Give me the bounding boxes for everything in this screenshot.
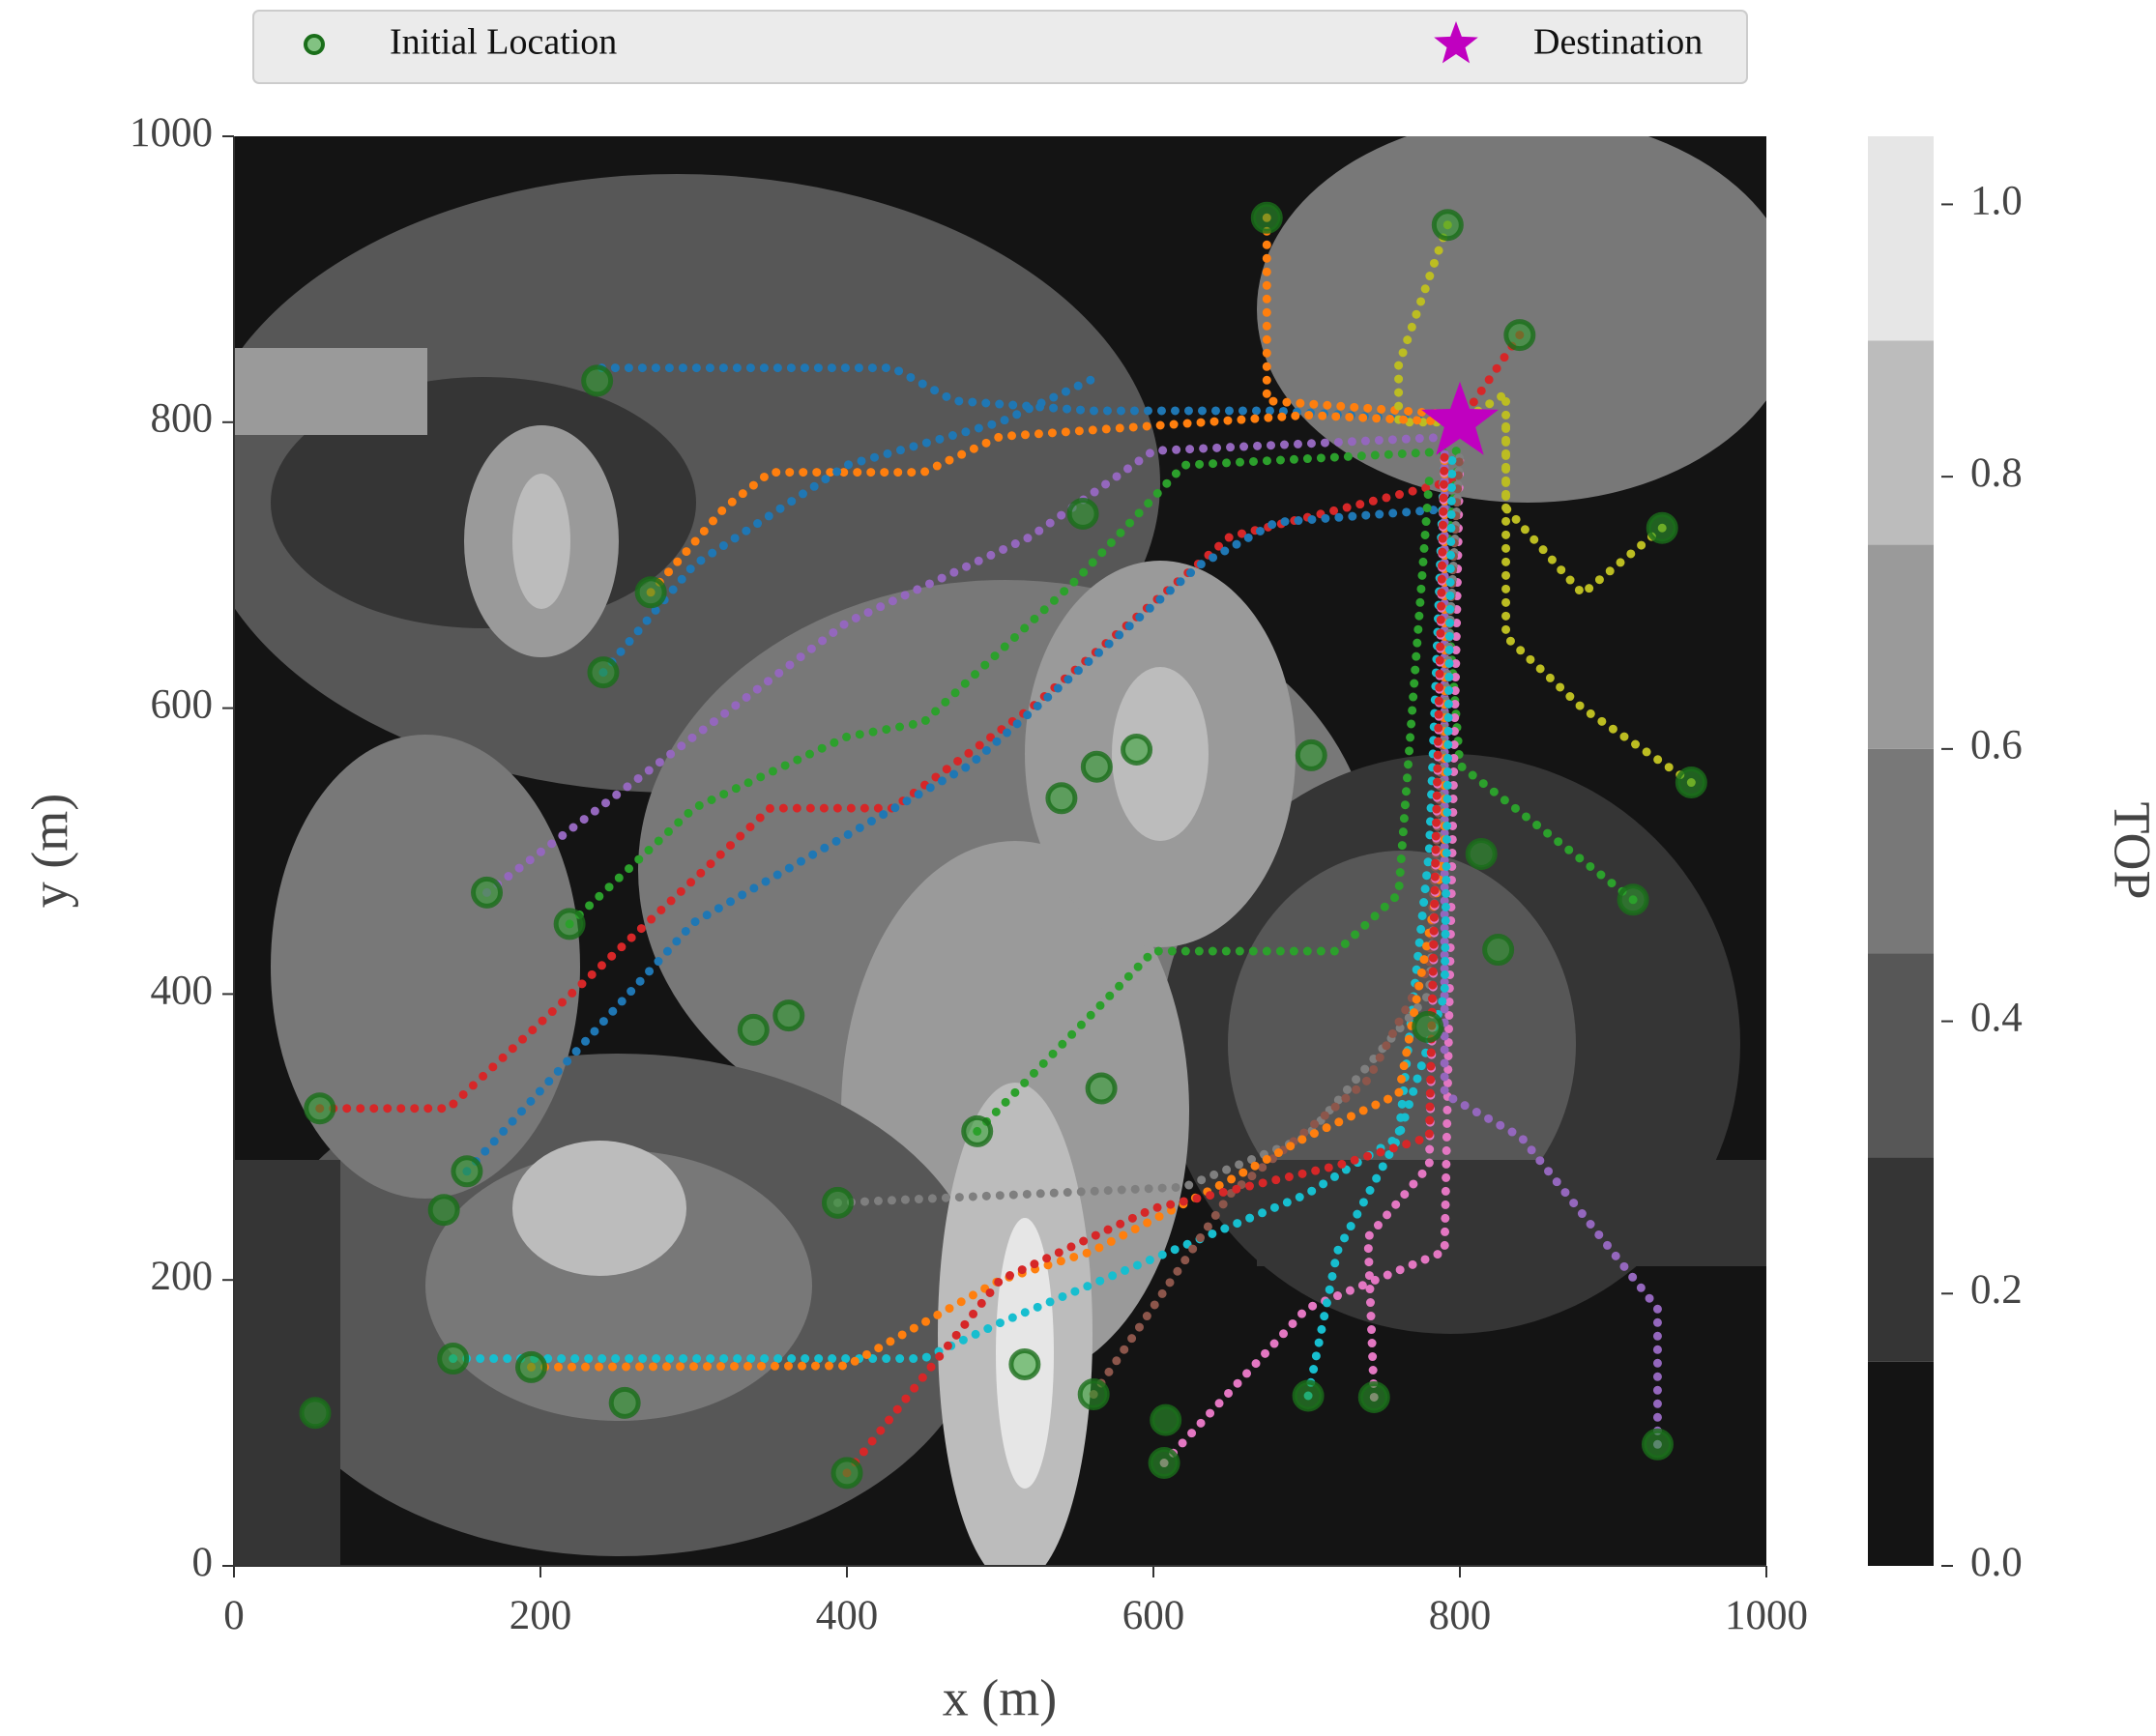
initial-location xyxy=(1085,1072,1118,1105)
initial-location xyxy=(1431,209,1464,242)
initial-location xyxy=(514,1350,547,1383)
initial-location xyxy=(1646,511,1678,544)
legend-marker xyxy=(304,34,325,55)
trajectory xyxy=(1455,331,1525,427)
colorbar-band xyxy=(1868,1157,1934,1362)
initial-location xyxy=(1008,1347,1041,1380)
initial-location xyxy=(451,1155,483,1188)
trajectory xyxy=(1159,446,1465,1468)
colorbar-tick-label: 0.6 xyxy=(1970,723,2023,768)
initial-location xyxy=(1295,738,1327,771)
trajectory xyxy=(1394,220,1465,427)
initial-location xyxy=(608,1386,641,1419)
legend-label: Destination xyxy=(1533,22,1703,63)
colorbar-band xyxy=(1868,544,1934,749)
trajectory xyxy=(1262,213,1465,420)
trajectory xyxy=(1303,446,1457,1401)
x-tick-label: 200 xyxy=(510,1593,572,1638)
trajectory xyxy=(973,475,1434,1136)
initial-location xyxy=(1066,497,1099,530)
initial-location xyxy=(1292,1379,1325,1412)
contour-background xyxy=(234,136,1766,1566)
colorbar-label: TOP xyxy=(2104,801,2156,899)
y-tick-label: 0 xyxy=(192,1540,214,1585)
initial-location xyxy=(634,576,667,609)
initial-location xyxy=(427,1194,460,1227)
colorbar-band xyxy=(1868,1361,1934,1566)
initial-location xyxy=(737,1013,770,1046)
trajectory xyxy=(315,475,1465,1114)
trajectory xyxy=(449,446,1449,1364)
colorbar-tick-label: 0.4 xyxy=(1970,995,2023,1040)
trajectory xyxy=(1501,418,1696,788)
colorbar-tick-label: 0.2 xyxy=(1970,1267,2023,1313)
initial-location xyxy=(581,364,614,397)
initial-location xyxy=(1150,1403,1182,1436)
colorbar-band xyxy=(1868,340,1934,545)
legend-marker xyxy=(1434,21,1478,64)
initial-location xyxy=(1077,1378,1110,1411)
colorbar-band xyxy=(1868,748,1934,954)
initial-location xyxy=(304,1092,336,1125)
trajectory xyxy=(1089,446,1465,1400)
x-tick-label: 400 xyxy=(816,1593,879,1638)
initial-location xyxy=(553,908,586,940)
initial-location xyxy=(772,999,805,1032)
initial-location xyxy=(471,876,504,909)
initial-location xyxy=(1617,883,1649,916)
initial-location xyxy=(299,1397,332,1430)
colorbar-band xyxy=(1868,953,1934,1158)
initial-location xyxy=(1080,750,1113,783)
initial-location xyxy=(1503,319,1536,352)
initial-location xyxy=(1675,767,1707,799)
initial-location xyxy=(1412,1010,1444,1043)
x-tick-label: 600 xyxy=(1122,1593,1185,1638)
y-tick-label: 600 xyxy=(151,681,214,727)
initial-location xyxy=(1357,1380,1390,1413)
x-tick-label: 0 xyxy=(223,1593,245,1638)
x-tick-label: 1000 xyxy=(1725,1593,1808,1638)
x-tick-label: 800 xyxy=(1429,1593,1492,1638)
destination xyxy=(1421,381,1499,455)
trajectory xyxy=(1440,446,1662,1449)
initial-location xyxy=(1465,837,1498,870)
y-axis-label: y (m) xyxy=(20,794,78,908)
initial-location xyxy=(437,1343,470,1375)
trajectory xyxy=(1440,446,1638,905)
initial-location xyxy=(961,1114,994,1147)
initial-location xyxy=(1045,782,1078,815)
initial-location xyxy=(587,656,620,689)
initial-location xyxy=(821,1186,854,1219)
colorbar-tick-label: 0.0 xyxy=(1970,1540,2023,1585)
legend-label: Initial Location xyxy=(390,22,617,63)
trajectory xyxy=(526,446,1449,1372)
trajectory xyxy=(646,410,1465,597)
initial-location xyxy=(1250,201,1283,234)
trajectories xyxy=(315,213,1696,1478)
x-axis-label: x (m) xyxy=(943,1668,1057,1726)
y-tick-label: 400 xyxy=(151,968,214,1013)
initial-location xyxy=(1121,733,1153,766)
y-tick-label: 800 xyxy=(151,396,214,442)
colorbar-tick-label: 0.8 xyxy=(1970,450,2023,496)
initial-location xyxy=(1641,1428,1674,1461)
initial-location xyxy=(1148,1447,1180,1480)
initial-location xyxy=(830,1457,863,1490)
trajectory xyxy=(565,446,1465,929)
y-tick-label: 1000 xyxy=(130,110,213,156)
y-tick-label: 200 xyxy=(151,1254,214,1299)
trajectory xyxy=(482,432,1465,897)
trajectory xyxy=(462,504,1465,1176)
legend xyxy=(252,10,1748,84)
colorbar-tick-label: 1.0 xyxy=(1970,178,2023,223)
initial-location xyxy=(1482,934,1515,967)
colorbar-band xyxy=(1868,136,1934,341)
